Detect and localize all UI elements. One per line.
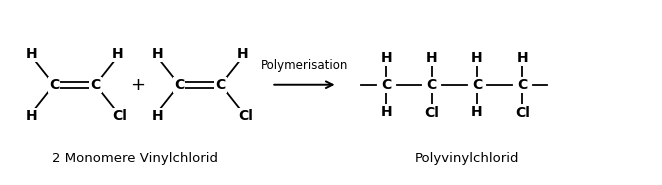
Text: H: H	[426, 51, 438, 65]
Text: H: H	[471, 105, 483, 119]
Text: C: C	[216, 78, 226, 92]
Text: H: H	[26, 109, 38, 123]
Text: Cl: Cl	[515, 106, 530, 120]
Text: H: H	[381, 51, 392, 65]
Text: C: C	[381, 78, 391, 92]
Text: H: H	[471, 51, 483, 65]
Text: C: C	[174, 78, 184, 92]
Text: H: H	[152, 47, 163, 61]
Text: H: H	[26, 47, 38, 61]
Text: +: +	[130, 76, 145, 94]
Text: H: H	[237, 47, 249, 61]
Text: Cl: Cl	[113, 110, 128, 123]
Text: Polymerisation: Polymerisation	[261, 59, 348, 72]
Text: C: C	[426, 78, 437, 92]
Text: 2 Monomere Vinylchlorid: 2 Monomere Vinylchlorid	[52, 152, 218, 165]
Text: C: C	[49, 78, 59, 92]
Text: H: H	[152, 109, 163, 123]
Text: H: H	[381, 105, 392, 119]
Text: Cl: Cl	[238, 110, 253, 123]
Text: C: C	[517, 78, 528, 92]
Text: H: H	[112, 47, 123, 61]
Text: C: C	[472, 78, 482, 92]
Text: Cl: Cl	[424, 106, 439, 120]
Text: C: C	[91, 78, 101, 92]
Text: H: H	[516, 51, 528, 65]
Text: Polyvinylchlorid: Polyvinylchlorid	[415, 152, 520, 165]
